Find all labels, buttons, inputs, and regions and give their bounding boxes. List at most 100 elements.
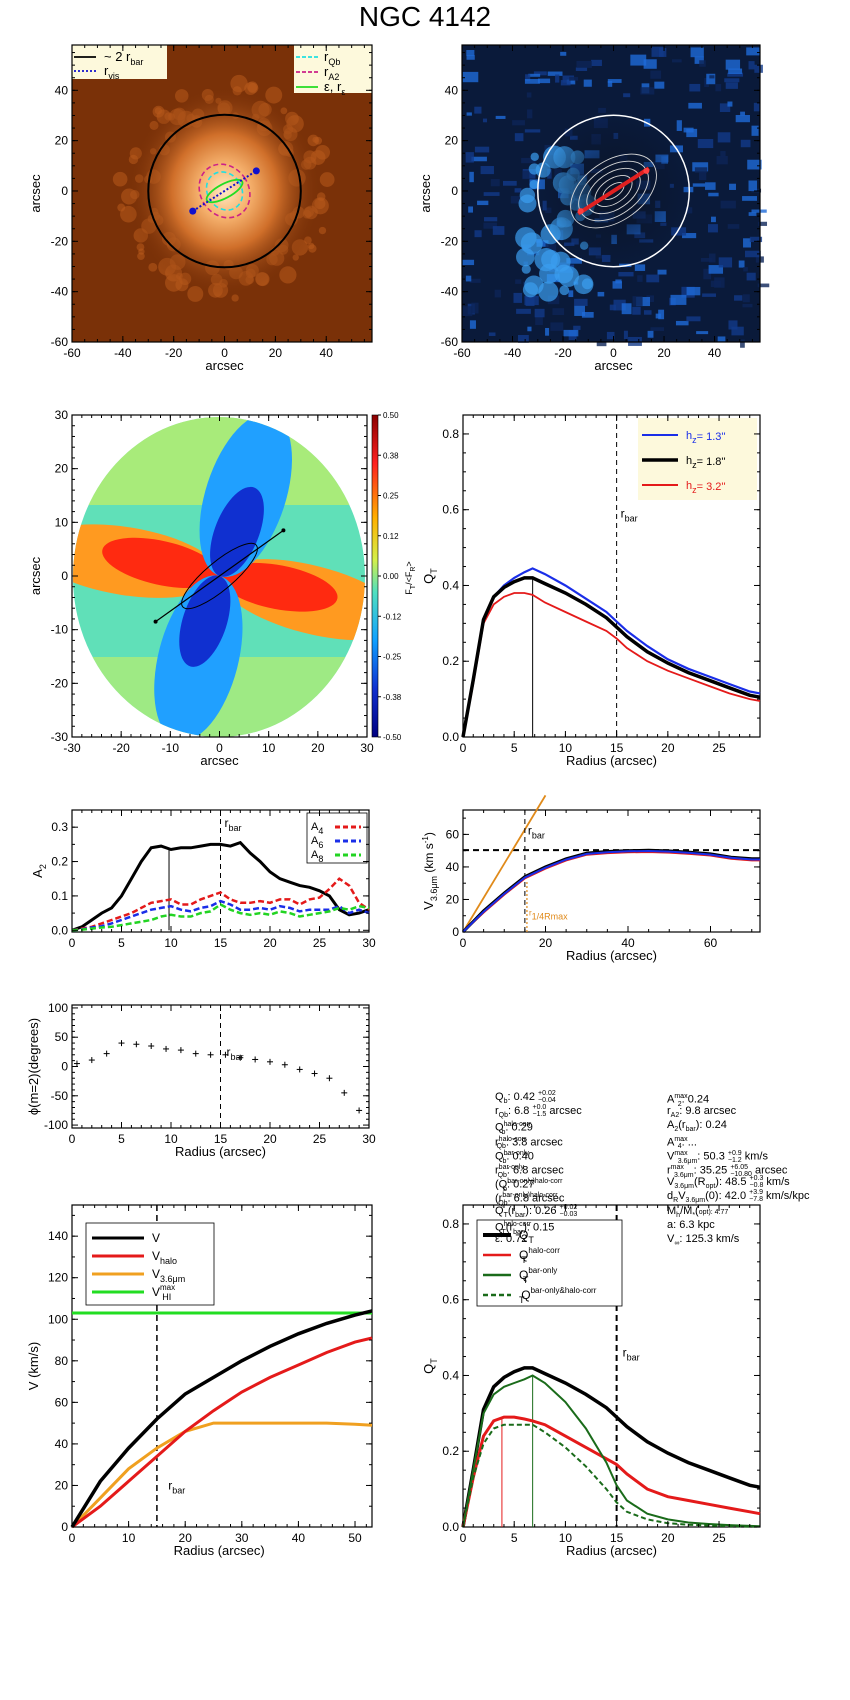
force-map-patch	[658, 309, 665, 320]
colorbar-tick-label: -0.25	[383, 653, 402, 662]
vtotal-line	[70, 1309, 373, 1528]
force-map-patch	[526, 92, 532, 98]
inner-slope-line	[462, 794, 547, 933]
colorbar-tick-label: 0.25	[383, 492, 399, 501]
bar-end-point	[153, 619, 158, 624]
legend-label: A6	[311, 835, 323, 850]
x-tick-label: 10	[262, 741, 276, 755]
colorbar-tick-label: -0.50	[383, 733, 402, 742]
x-tick-label: -60	[63, 346, 81, 360]
y-tick-label: 0.4	[442, 578, 459, 592]
qt-halo-line	[461, 1415, 761, 1528]
force-map-patch	[699, 60, 706, 67]
bar-end-point	[577, 208, 584, 215]
y-tick-label: 0.2	[442, 654, 459, 668]
colorbar-tick-label: -0.38	[383, 693, 402, 702]
galaxy-outer-patch	[136, 243, 145, 252]
y-tick-label: 0.8	[442, 427, 459, 441]
x-tick-label: -30	[63, 741, 81, 755]
force-map-bright-patch	[519, 187, 536, 204]
parameter-row: rA2: 9.8 arcsec	[667, 1105, 737, 1120]
force-map-bright-patch	[528, 163, 540, 175]
x-tick-label: 20	[539, 936, 553, 950]
x-tick-label: 30	[235, 1531, 249, 1545]
bar-circle	[537, 114, 691, 268]
bar-axis-line	[155, 529, 284, 623]
x-tick-label: 20	[179, 1531, 193, 1545]
x-tick-label: 20	[661, 741, 675, 755]
force-map-bright-patch	[524, 275, 544, 295]
force-map-patch	[466, 112, 472, 116]
force-map-patch	[632, 306, 641, 315]
y-tick-label: 40	[55, 83, 69, 97]
galaxy-outer-patch	[319, 172, 335, 187]
y-axis-label: V3.6μm (km s-1)	[421, 832, 439, 910]
parameter-row: QT(rbar): 0.26 +0.02 −0.03	[495, 1203, 578, 1219]
x-tick-label: 0	[216, 741, 223, 755]
force-map-patch	[742, 196, 757, 201]
force-map-patch	[512, 120, 525, 126]
x-tick-label: 0	[69, 1531, 76, 1545]
force-map-patch	[471, 156, 487, 162]
force-map-patch	[477, 200, 489, 206]
force-map-patch	[623, 93, 631, 98]
qt-line	[461, 576, 761, 738]
rvis-point	[189, 207, 197, 215]
legend-left-box	[72, 45, 167, 79]
a4-line	[71, 877, 370, 932]
x-tick-label: 25	[712, 741, 726, 755]
force-map-patch	[488, 332, 496, 336]
qt-line	[461, 567, 761, 738]
parameter-row: (Qbar-only)halo-corrb: 0.27	[495, 1178, 563, 1193]
colorbar-tick-label: 0.38	[383, 451, 399, 460]
x-tick-label: 40	[292, 1531, 306, 1545]
galaxy-outer-patch	[315, 144, 331, 160]
rbar-label: rbar	[623, 1346, 640, 1363]
force-map-patch	[708, 192, 719, 197]
force-map-patch	[742, 303, 753, 308]
x-tick-label: 15	[610, 1531, 624, 1545]
force-map-patch	[607, 79, 622, 83]
legend-label: hz= 1.3''	[686, 430, 726, 445]
x-tick-label: 25	[313, 936, 327, 950]
legend-label: Vmax HI	[152, 1283, 175, 1302]
parameter-row: Amax4: ...	[667, 1135, 697, 1151]
force-map-patch	[471, 302, 479, 314]
y-tick-label: -100	[44, 1118, 68, 1132]
colorbar-tick-label: 0.00	[383, 572, 399, 581]
force-map-patch	[727, 72, 744, 77]
rbar-label: rbar	[225, 816, 242, 833]
parameter-row: a: 6.3 kpc	[667, 1218, 715, 1231]
panel4-frame	[462, 414, 761, 738]
force-map-patch	[568, 290, 574, 298]
legend-label: ε, rε	[324, 79, 345, 97]
force-map-patch	[634, 264, 646, 271]
galaxy-outer-patch	[314, 136, 323, 145]
colorbar-tick-label: -0.12	[383, 612, 402, 621]
force-map-patch	[708, 265, 724, 274]
colorbar-label: FT/<FR>	[404, 561, 417, 594]
x-tick-label: 0	[460, 936, 467, 950]
force-map-patch	[675, 320, 689, 326]
force-map-patch	[492, 226, 505, 235]
qt-line	[462, 592, 761, 738]
y-tick-label: -40	[441, 285, 459, 299]
force-map-patch	[525, 74, 531, 82]
force-map-bright-patch	[559, 285, 570, 296]
x-tick-label: 10	[122, 1531, 136, 1545]
force-map-patch	[703, 268, 712, 280]
x-tick-label: 20	[657, 346, 671, 360]
force-map-patch	[727, 101, 733, 107]
qt-bar-line	[462, 1374, 761, 1528]
force-map-patch	[521, 157, 536, 164]
force-map-patch	[535, 316, 543, 326]
force-map-patch	[707, 224, 718, 233]
force-map-patch	[686, 316, 701, 322]
vhalo-line	[71, 1336, 373, 1529]
legend-label: A4	[311, 821, 323, 836]
force-map-patch	[583, 79, 592, 87]
galaxy-outer-patch	[148, 262, 158, 272]
y-tick-label: 50	[55, 1030, 69, 1044]
parameter-row: Qbar-onlyb: 0.40	[495, 1149, 534, 1165]
